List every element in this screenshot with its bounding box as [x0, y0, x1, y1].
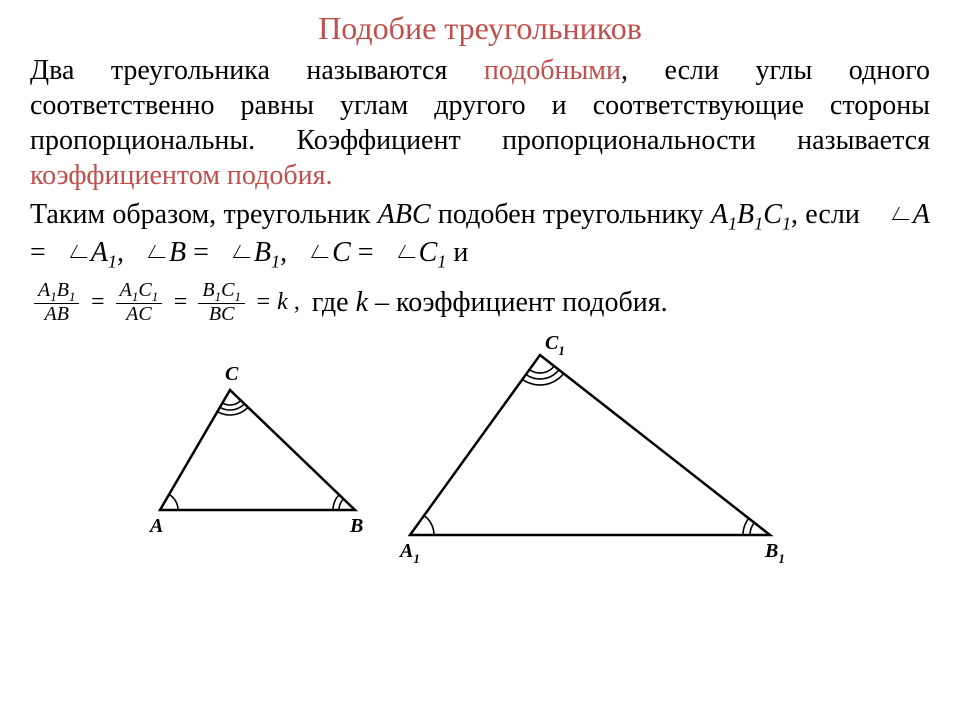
cond-lead: Таким образом, треугольник — [30, 199, 378, 230]
ratio-k: k — [277, 289, 288, 316]
def-part1: Два треугольника называются — [30, 55, 484, 86]
title-text: Подобие треугольников — [318, 10, 642, 46]
tail-k: k — [356, 287, 368, 318]
def-highlight1: подобными — [484, 55, 621, 86]
frac-1: A1B1 AB — [34, 280, 79, 326]
svg-text:A: A — [148, 515, 163, 537]
cond-Bl: B — [169, 237, 186, 268]
eq1: = — [89, 289, 105, 316]
ratio-tail: где k – коэффициент подобия. — [312, 287, 668, 319]
f1d: AB — [41, 304, 73, 325]
f3c: C — [221, 279, 234, 301]
frac-2: A1C1 AC — [116, 280, 163, 326]
f3d: BC — [205, 304, 239, 325]
cond-and: и — [446, 237, 468, 268]
cond-t2c-sub: 1 — [782, 214, 791, 234]
cond-if: , если — [791, 199, 860, 230]
triangles-diagram: A B C A1 B1 C1 — [30, 335, 930, 565]
frac-3: B1C1 BC — [198, 280, 245, 326]
cond-t2a: A — [711, 199, 728, 230]
cond-Ar: A — [91, 237, 108, 268]
f3b: B — [202, 279, 214, 301]
f1bs: 1 — [69, 289, 76, 304]
cond-Cr: C — [419, 237, 438, 268]
ratio-comma: , — [294, 289, 300, 316]
svg-text:B: B — [349, 515, 363, 537]
svg-text:C: C — [225, 363, 239, 385]
page-title: Подобие треугольников — [30, 10, 930, 47]
cond-t2c: C — [763, 199, 782, 230]
f1b: B — [57, 279, 69, 301]
eq2: = — [172, 289, 188, 316]
angle-icon — [67, 241, 89, 263]
angle-icon — [145, 241, 167, 263]
cond-Cr-sub: 1 — [437, 252, 446, 272]
angle-icon — [395, 241, 417, 263]
eq3: = — [255, 289, 271, 316]
cond-t2b: B — [737, 199, 754, 230]
tail-post: – коэффициент подобия. — [368, 287, 668, 318]
definition-paragraph: Два треугольника называются подобными, е… — [30, 53, 930, 193]
def-highlight2: коэффициентом подобия. — [30, 160, 332, 191]
angle-icon — [308, 241, 330, 263]
cond-t2b-sub: 1 — [754, 214, 763, 234]
cond-t1: ABC — [378, 199, 431, 230]
ratio-equation: A1B1 AB = A1C1 AC = B1C1 BC = k, где k –… — [30, 280, 930, 326]
condition-paragraph: Таким образом, треугольник ABC подобен т… — [30, 197, 930, 274]
cond-t2a-sub: 1 — [728, 214, 737, 234]
cond-Cl: C — [332, 237, 351, 268]
svg-text:C1: C1 — [545, 335, 565, 358]
f2a: A — [120, 279, 132, 301]
f3cs: 1 — [234, 289, 241, 304]
cond-Br: B — [254, 237, 271, 268]
svg-text:B1: B1 — [764, 540, 785, 565]
f2d: AC — [122, 304, 156, 325]
cond-Ar-sub: 1 — [108, 252, 117, 272]
cond-mid1: подобен треугольнику — [431, 199, 711, 230]
f1a: A — [38, 279, 50, 301]
triangles-svg: A B C A1 B1 C1 — [120, 335, 840, 565]
cond-Br-sub: 1 — [271, 252, 280, 272]
f2c: C — [138, 279, 151, 301]
svg-text:A1: A1 — [398, 540, 420, 565]
f2cs: 1 — [152, 289, 159, 304]
angle-icon — [230, 241, 252, 263]
cond-Al: A — [913, 199, 930, 230]
angle-icon — [889, 203, 911, 225]
tail-pre: где — [312, 287, 356, 318]
